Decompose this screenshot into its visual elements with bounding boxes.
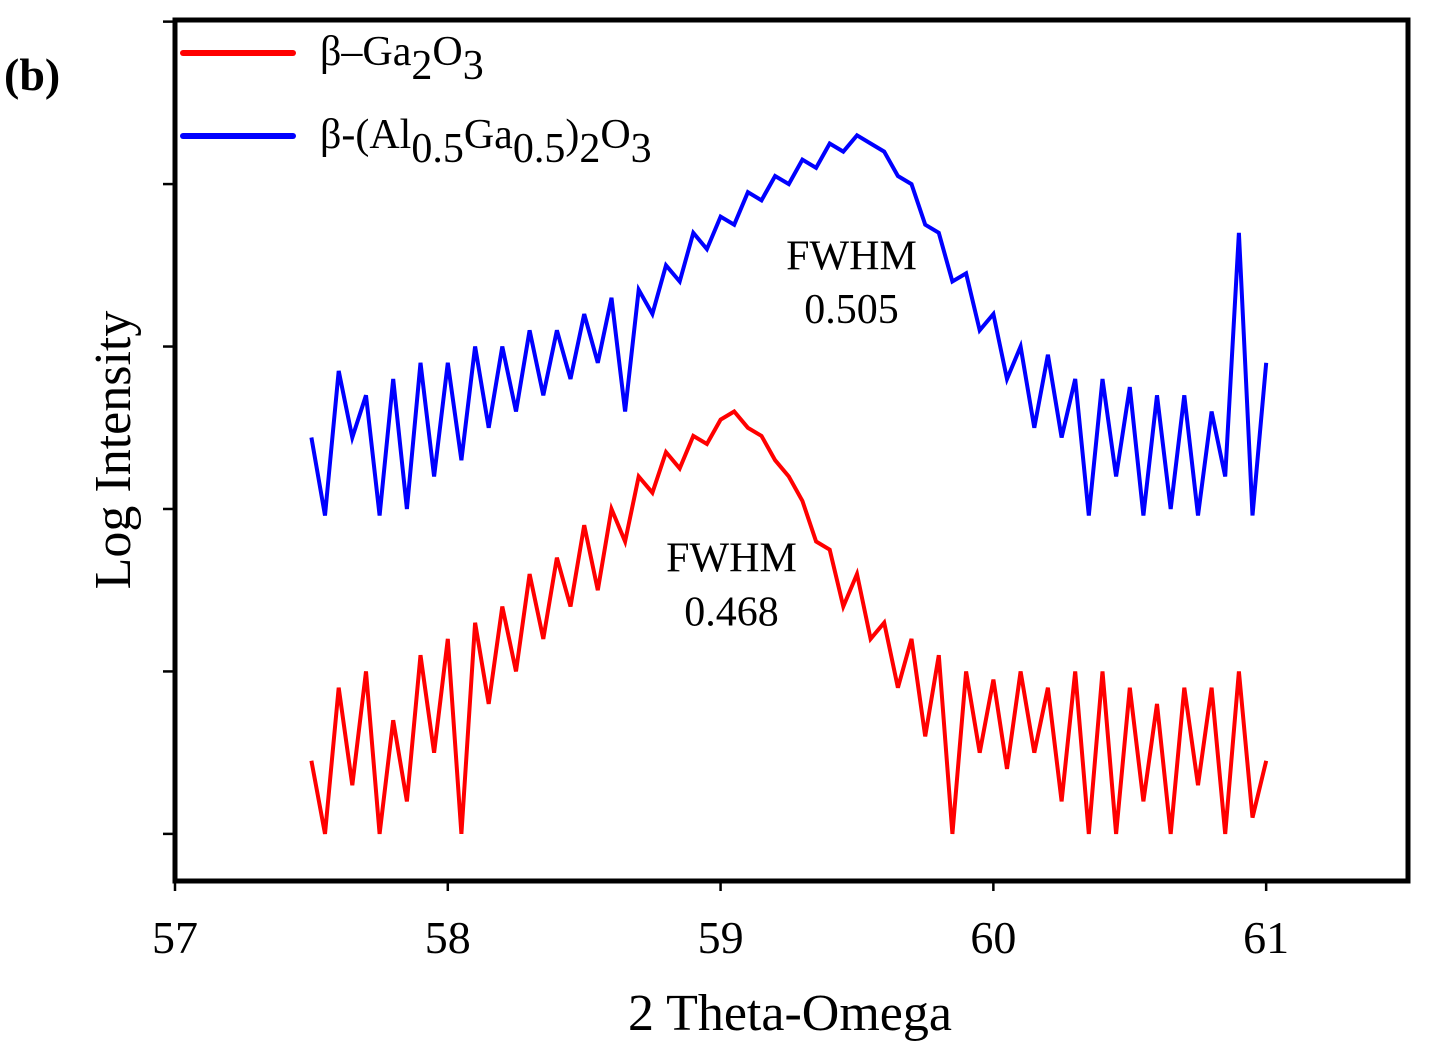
x-tick-label: 57 (152, 912, 198, 963)
fwhm-annotation: FWHM (786, 234, 917, 280)
plot-area (309, 132, 1269, 835)
fwhm-annotation: 0.505 (804, 287, 899, 333)
legend-label-0: β–Ga2​O3​ (320, 29, 484, 89)
annotations: FWHM 0.505 FWHM 0.468 (666, 234, 917, 636)
y-axis-label: Log Intensity (85, 311, 142, 590)
plot-frame (172, 17, 1411, 884)
fwhm-annotation: 0.468 (684, 589, 779, 635)
series-line-1 (309, 132, 1269, 516)
legend: β–Ga2​O3​ β-(Al0.5​Ga0.5​)2​O3​ (180, 29, 652, 172)
x-axis-label: 2 Theta-Omega (628, 985, 952, 1042)
x-tick-label: 61 (1243, 912, 1289, 963)
legend-label-1: β-(Al0.5​Ga0.5​)2​O3​ (320, 112, 652, 172)
series-line-0 (309, 408, 1269, 835)
x-tick-label: 58 (425, 912, 471, 963)
x-tick-label: 60 (970, 912, 1016, 963)
x-tick-label: 59 (698, 912, 744, 963)
fwhm-annotation: FWHM (666, 536, 797, 582)
panel-label: (b) (4, 49, 60, 100)
x-axis: 57 58 59 60 61 (152, 881, 1289, 963)
